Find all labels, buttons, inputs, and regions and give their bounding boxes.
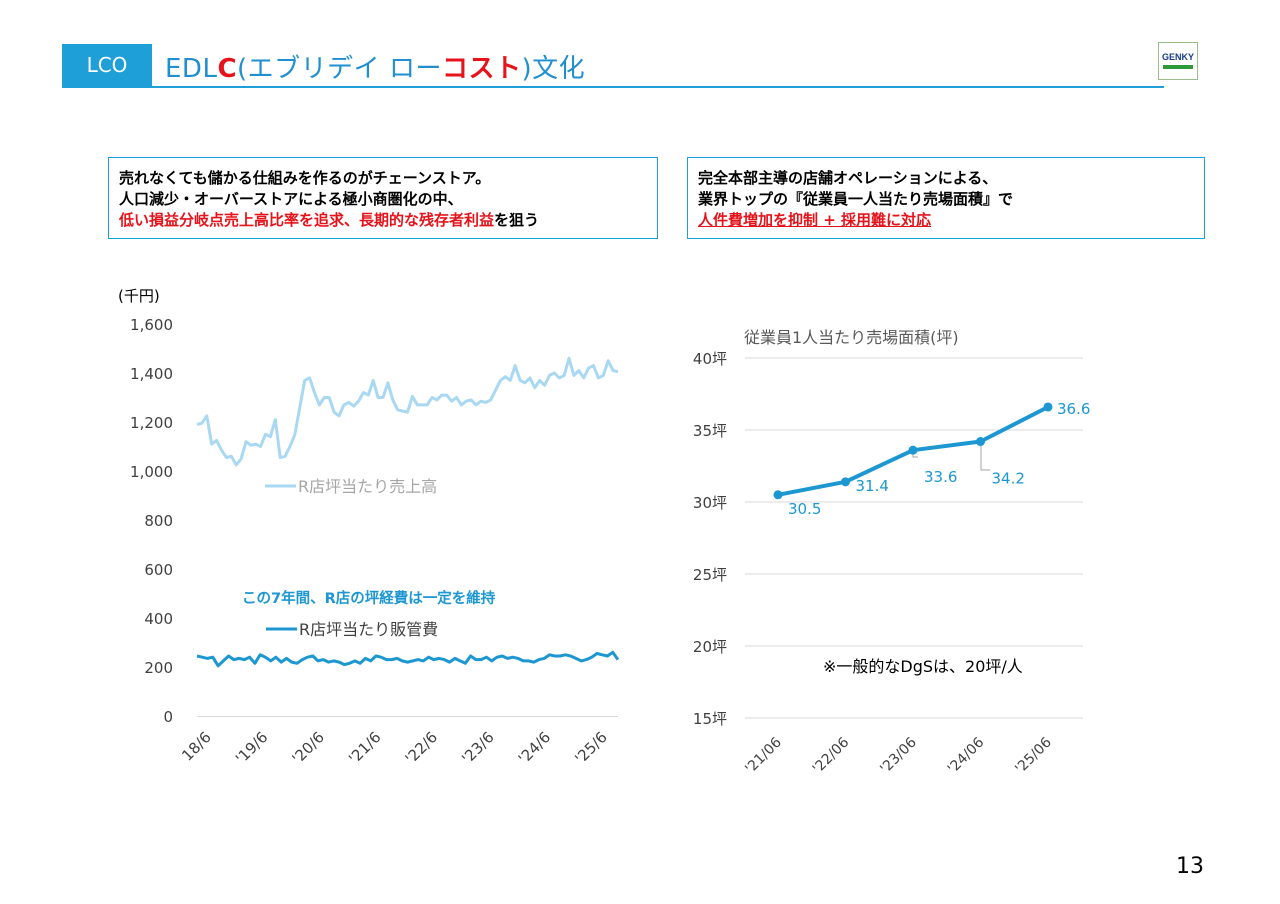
y-tick-label: 15坪 bbox=[693, 710, 727, 728]
x-tick-label: '23/6 bbox=[458, 728, 497, 767]
series-line-sales bbox=[196, 356, 619, 467]
callout-right-line1: 完全本部主導の店舗オペレーションによる、 bbox=[698, 169, 998, 187]
x-tick-label: '25/06 bbox=[1012, 734, 1055, 777]
page-title: EDLC(エブリデイ ローコスト)文化 bbox=[165, 48, 585, 85]
data-label: 33.6 bbox=[924, 468, 957, 486]
y-tick-label: 800 bbox=[144, 512, 173, 530]
callout-left-line1: 売れなくても儲かる仕組みを作るのがチェーンストア。 bbox=[119, 169, 491, 187]
x-tick-label: '23/06 bbox=[877, 734, 920, 777]
y-axis: 0 200 400 600 800 1,000 1,200 1,400 1,600 bbox=[130, 316, 173, 726]
x-tick-label: '24/6 bbox=[515, 728, 554, 767]
y-tick-label: 1,000 bbox=[130, 463, 173, 481]
title-part-3: (エブリデイ ロー bbox=[237, 54, 442, 84]
y-tick-label: 30坪 bbox=[693, 494, 727, 512]
y-tick-label: 40坪 bbox=[693, 350, 727, 368]
callout-left-line3: 低い損益分岐点売上高比率を追求、長期的な残存者利益を狙う bbox=[119, 210, 647, 231]
callout-left: 売れなくても儲かる仕組みを作るのがチェーンストア。 人口減少・オーバーストアによ… bbox=[108, 157, 658, 239]
y-tick-label: 1,200 bbox=[130, 414, 173, 432]
data-point bbox=[976, 437, 985, 447]
y-axis: 15坪 20坪 25坪 30坪 35坪 40坪 bbox=[693, 350, 727, 728]
y-tick-label: 20坪 bbox=[693, 638, 727, 656]
logo-text: GENKY bbox=[1161, 52, 1194, 62]
callout-left-line2: 人口減少・オーバーストアによる極小商圏化の中、 bbox=[119, 190, 463, 208]
section-badge: LCO bbox=[62, 44, 152, 86]
y-tick-label: 1,600 bbox=[130, 316, 173, 334]
data-labels: 30.5 31.4 33.6 34.2 36.6 bbox=[788, 400, 1090, 518]
title-part-2: C bbox=[217, 54, 238, 84]
y-tick-label: 35坪 bbox=[693, 422, 727, 440]
y-tick-label: 25坪 bbox=[693, 566, 727, 584]
x-tick-label: '22/06 bbox=[810, 734, 853, 777]
data-point bbox=[1043, 402, 1053, 412]
legend-label-expense: R店坪当たり販管費 bbox=[299, 620, 438, 639]
x-tick-label: '21/06 bbox=[742, 734, 785, 777]
logo-bar bbox=[1163, 65, 1193, 69]
x-tick-label: '21/6 bbox=[345, 728, 384, 767]
x-tick-label: '20/6 bbox=[289, 728, 328, 767]
y-tick-label: 1,400 bbox=[130, 365, 173, 383]
data-points bbox=[773, 402, 1053, 500]
gridlines bbox=[745, 357, 1083, 719]
data-label: 36.6 bbox=[1057, 400, 1090, 418]
y-tick-label: 200 bbox=[144, 659, 173, 677]
x-tick-label: '25/6 bbox=[571, 728, 610, 767]
series-line-expense bbox=[196, 650, 620, 668]
page-number: 13 bbox=[1176, 854, 1204, 879]
data-label: 34.2 bbox=[992, 470, 1025, 488]
chart-annotation: この7年間、R店の坪経費は一定を維持 bbox=[242, 589, 496, 607]
data-label: 30.5 bbox=[788, 500, 821, 518]
chart-title: 従業員1人当たり売場面積(坪) bbox=[744, 328, 959, 347]
y-tick-label: 0 bbox=[163, 708, 173, 726]
y-tick-label: 400 bbox=[144, 610, 173, 628]
x-tick-label: '24/06 bbox=[945, 734, 988, 777]
callout-right: 完全本部主導の店舗オペレーションによる、 業界トップの『従業員一人当たり売場面積… bbox=[687, 157, 1205, 239]
x-tick-label: '22/6 bbox=[402, 728, 441, 767]
legend-label-sales: R店坪当たり売上高 bbox=[298, 477, 437, 496]
chart-note: ※一般的なDgSは、20坪/人 bbox=[823, 657, 1023, 676]
y-tick-label: 600 bbox=[144, 561, 173, 579]
title-part-5: )文化 bbox=[521, 54, 586, 84]
x-axis: 18/6 '19/6 '20/6 '21/6 '22/6 '23/6 '24/6 '25/6 bbox=[178, 728, 611, 767]
title-part-4: コスト bbox=[441, 54, 522, 84]
title-part-1: EDL bbox=[165, 54, 218, 84]
callout-right-line3: 人件費増加を抑制 + 採用難に対応 bbox=[698, 211, 932, 229]
data-point bbox=[773, 490, 783, 500]
callout-right-line2: 業界トップの『従業員一人当たり売場面積』で bbox=[698, 190, 1014, 208]
data-label: 31.4 bbox=[856, 477, 889, 495]
data-point bbox=[908, 445, 918, 455]
x-axis: '21/06 '22/06 '23/06 '24/06 '25/06 bbox=[742, 734, 1055, 777]
floor-area-chart: 従業員1人当たり売場面積(坪) 15坪 20坪 25坪 30坪 35坪 40坪 '21/0… bbox=[693, 328, 1091, 777]
data-point bbox=[841, 477, 850, 487]
callout-left-line3-tail: を狙う bbox=[494, 211, 540, 229]
x-tick-label: 18/6 bbox=[178, 728, 215, 765]
unit-label: (千円) bbox=[118, 287, 160, 305]
company-logo: GENKY bbox=[1158, 42, 1198, 80]
header-divider bbox=[62, 86, 1164, 88]
callout-left-line3-red: 低い損益分岐点売上高比率を追求、長期的な残存者利益 bbox=[119, 211, 495, 229]
sales-expense-chart: (千円) 0 200 400 600 800 1,000 1,200 1,400 1,600 1… bbox=[118, 287, 620, 768]
x-tick-label: '19/6 bbox=[232, 728, 271, 767]
